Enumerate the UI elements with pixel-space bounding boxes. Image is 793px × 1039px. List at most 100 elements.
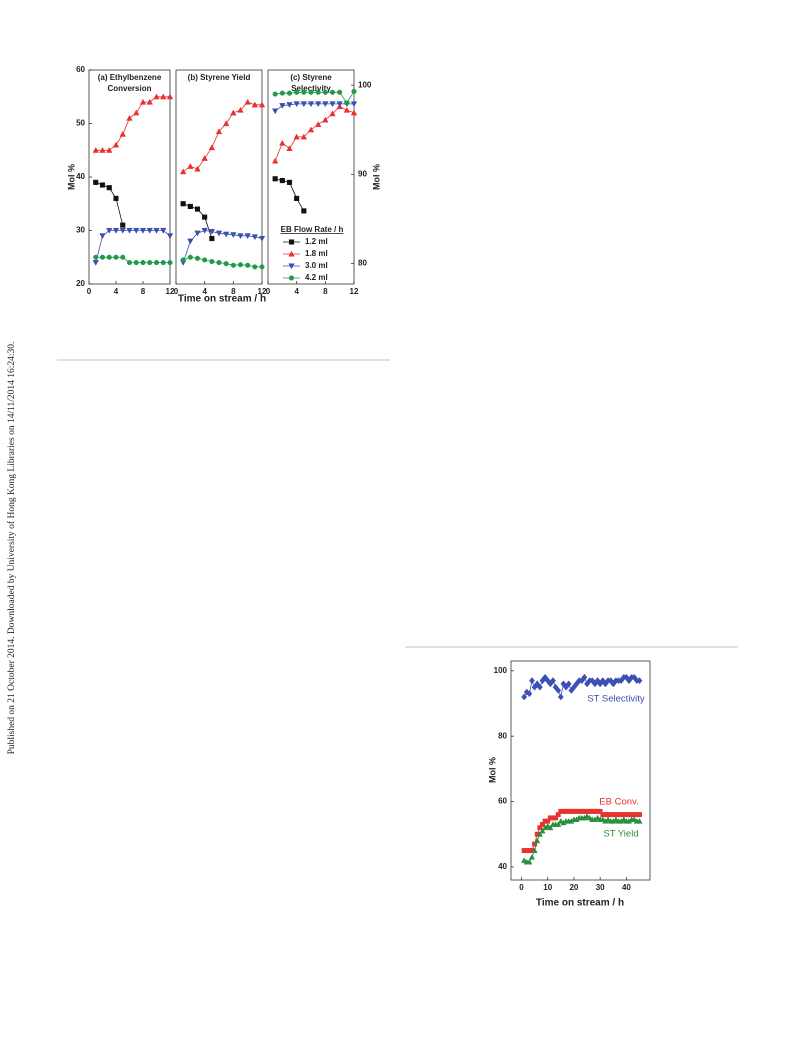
marker	[223, 261, 229, 267]
x-tick-label: 4	[202, 287, 207, 296]
marker	[106, 146, 113, 153]
marker	[209, 235, 215, 242]
marker	[258, 235, 266, 242]
marker	[547, 824, 554, 831]
marker	[119, 130, 126, 137]
series-line	[274, 106, 355, 162]
marker	[237, 233, 244, 240]
marker	[534, 837, 541, 844]
marker	[322, 101, 329, 108]
y-tick-label: 80	[498, 731, 507, 740]
y2-tick-label: 90	[358, 169, 367, 178]
marker	[329, 101, 336, 108]
marker	[120, 222, 126, 228]
x-tick-label: 12	[350, 287, 359, 296]
marker	[314, 121, 322, 127]
y-tick-label: 60	[498, 797, 507, 806]
marker	[215, 128, 223, 135]
marker	[350, 109, 358, 116]
plot-frame	[267, 69, 355, 285]
marker	[208, 229, 216, 235]
plot-frame	[175, 69, 263, 285]
marker	[286, 179, 293, 185]
marker	[106, 185, 112, 191]
marker	[230, 109, 237, 116]
marker	[322, 89, 328, 95]
marker	[329, 110, 336, 117]
marker	[237, 106, 244, 113]
marker	[251, 234, 259, 241]
y2-axis-label: Mol %	[371, 164, 381, 190]
marker	[119, 227, 126, 234]
marker	[301, 208, 307, 214]
marker	[244, 98, 251, 105]
marker	[194, 230, 201, 237]
marker	[293, 133, 300, 140]
marker	[279, 90, 285, 96]
marker	[526, 858, 533, 865]
marker	[153, 93, 160, 100]
marker	[555, 686, 562, 694]
marker	[301, 89, 307, 95]
series-label: EB Conv.	[599, 797, 638, 808]
marker	[279, 103, 286, 109]
marker	[180, 201, 186, 207]
marker	[314, 101, 322, 108]
legend-label: 1.2 ml	[305, 237, 328, 246]
marker	[251, 101, 259, 108]
x-tick-label: 0	[519, 883, 524, 892]
marker	[99, 233, 106, 240]
marker	[112, 227, 120, 234]
marker	[166, 93, 174, 100]
x-tick-label: 8	[231, 287, 236, 296]
x-tick-label: 12	[166, 287, 175, 296]
series-label: ST Selectivity	[587, 694, 645, 705]
marker	[99, 254, 106, 260]
marker	[315, 89, 321, 95]
marker	[187, 254, 193, 260]
marker	[93, 179, 99, 185]
marker	[351, 88, 357, 94]
panel-title: Selectivity	[291, 84, 331, 93]
x-axis-label: Time on stream / h	[536, 898, 624, 909]
marker	[553, 815, 559, 821]
marker	[343, 106, 351, 113]
marker	[99, 146, 106, 153]
marker	[201, 154, 208, 161]
marker	[222, 231, 230, 238]
marker	[293, 101, 300, 108]
marker	[637, 812, 642, 818]
marker	[536, 683, 543, 691]
panel-title: (c) Styrene	[290, 73, 332, 82]
marker	[521, 693, 528, 701]
marker	[153, 227, 160, 234]
y-tick-label: 40	[76, 172, 85, 181]
x-tick-label: 8	[323, 287, 328, 296]
panel-title: Conversion	[107, 84, 151, 93]
y-tick-label: 30	[76, 226, 85, 235]
legend-label: 4.2 ml	[305, 273, 328, 282]
marker	[126, 260, 133, 266]
y-tick-label: 60	[76, 65, 85, 74]
plot-frame	[88, 69, 171, 285]
marker	[252, 264, 258, 270]
marker	[279, 178, 285, 184]
marker	[222, 120, 230, 127]
marker	[106, 227, 113, 234]
marker	[106, 254, 112, 260]
marker	[112, 141, 120, 148]
marker	[180, 257, 186, 263]
y-tick-label: 20	[76, 279, 85, 288]
series-line	[95, 96, 170, 151]
marker	[93, 254, 99, 260]
marker	[209, 258, 215, 265]
marker	[322, 116, 329, 123]
marker	[166, 233, 174, 240]
x-tick-label: 4	[114, 287, 119, 296]
marker	[120, 254, 126, 260]
marker	[636, 818, 643, 824]
marker	[271, 157, 279, 164]
marker	[288, 239, 295, 245]
marker	[597, 808, 603, 814]
y-tick-label: 50	[76, 119, 85, 128]
